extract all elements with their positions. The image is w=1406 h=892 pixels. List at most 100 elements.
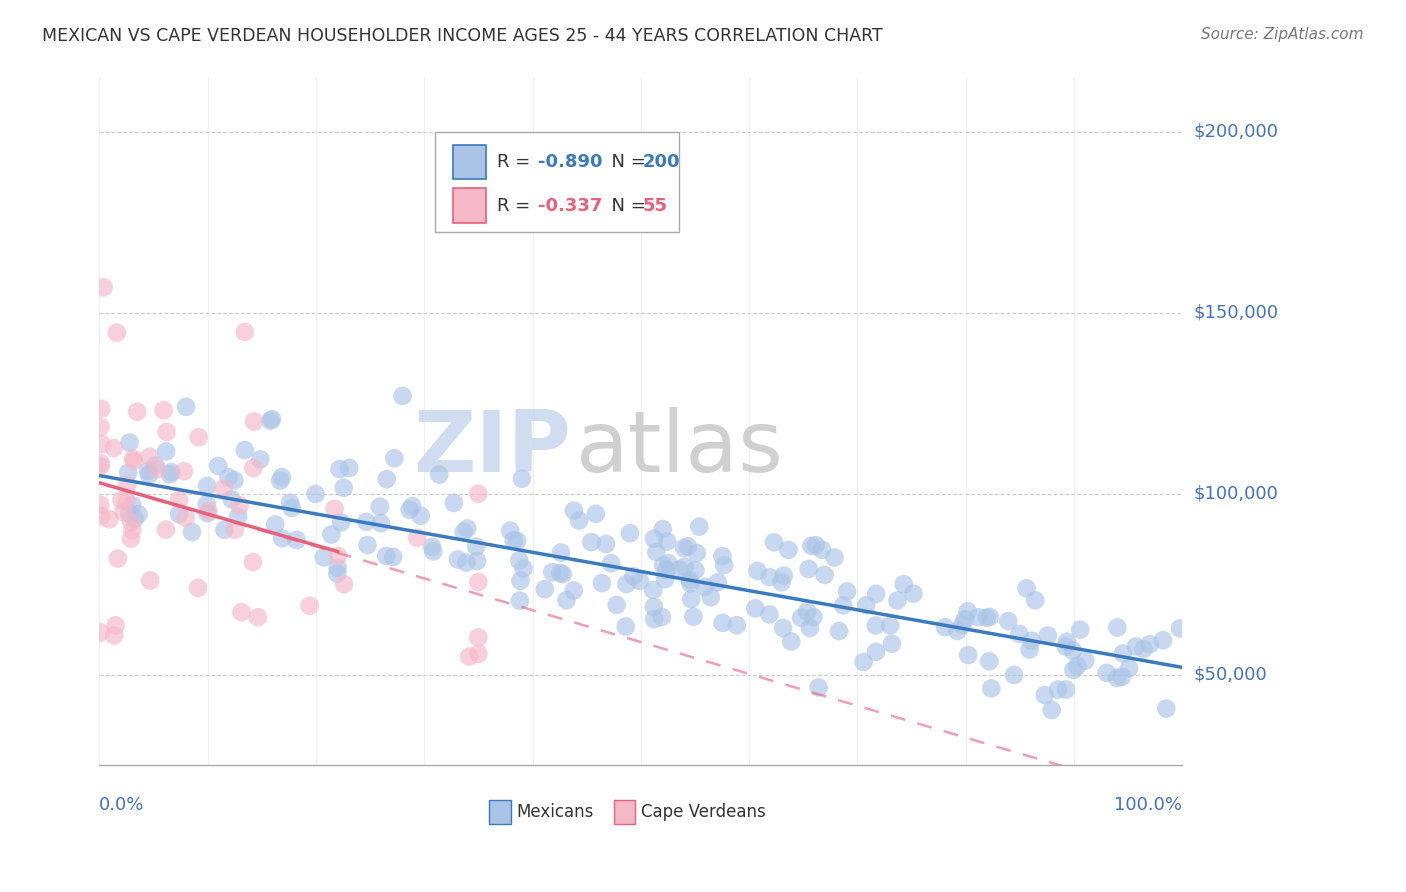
Point xyxy=(879,618,901,632)
Point xyxy=(643,532,665,546)
Point xyxy=(333,577,356,591)
Point xyxy=(865,645,887,659)
Point xyxy=(465,554,488,568)
Point xyxy=(1111,670,1133,684)
Point xyxy=(657,534,679,549)
Text: ZIP: ZIP xyxy=(413,408,571,491)
Point xyxy=(89,625,111,640)
Point xyxy=(1056,634,1078,648)
Point xyxy=(654,572,676,586)
Point xyxy=(221,492,243,507)
Point xyxy=(269,474,291,488)
Point xyxy=(146,462,169,476)
Point xyxy=(242,461,264,475)
Point xyxy=(93,280,115,294)
Point xyxy=(655,563,678,577)
Point xyxy=(467,647,489,661)
Point xyxy=(197,506,219,520)
Point xyxy=(616,577,638,591)
Point xyxy=(614,619,637,633)
Text: -0.337: -0.337 xyxy=(538,196,602,214)
Point xyxy=(688,519,710,533)
Point xyxy=(226,509,249,524)
Point xyxy=(581,535,603,549)
Point xyxy=(127,405,149,419)
Point xyxy=(934,620,956,634)
Text: Cape Verdeans: Cape Verdeans xyxy=(641,803,766,821)
Text: $150,000: $150,000 xyxy=(1194,303,1278,322)
Point xyxy=(326,549,349,563)
Point xyxy=(427,467,450,482)
Point xyxy=(865,618,887,632)
Point xyxy=(136,464,159,478)
FancyBboxPatch shape xyxy=(434,132,679,232)
Point xyxy=(242,555,264,569)
Point xyxy=(1168,622,1191,636)
Point xyxy=(117,466,139,480)
Text: R =: R = xyxy=(496,196,536,214)
Point xyxy=(979,610,1001,624)
Point xyxy=(375,549,398,563)
Point xyxy=(1095,665,1118,680)
Point xyxy=(195,497,218,511)
Point xyxy=(243,415,266,429)
FancyBboxPatch shape xyxy=(489,800,510,823)
Point xyxy=(143,458,166,473)
Point xyxy=(420,540,443,554)
Text: MEXICAN VS CAPE VERDEAN HOUSEHOLDER INCOME AGES 25 - 44 YEARS CORRELATION CHART: MEXICAN VS CAPE VERDEAN HOUSEHOLDER INCO… xyxy=(42,27,883,45)
Point xyxy=(195,479,218,493)
Point xyxy=(278,496,301,510)
Point xyxy=(330,516,353,530)
Point xyxy=(585,507,607,521)
Point xyxy=(453,524,475,539)
Point xyxy=(510,472,533,486)
Point xyxy=(811,542,834,557)
Point xyxy=(368,500,391,514)
Point xyxy=(187,430,209,444)
Point xyxy=(681,592,703,607)
Text: 0.0%: 0.0% xyxy=(100,796,145,814)
Point xyxy=(772,568,794,582)
Point xyxy=(551,567,574,582)
Point xyxy=(270,470,292,484)
Point xyxy=(673,541,696,555)
Point xyxy=(447,552,470,566)
Point xyxy=(976,610,998,624)
Point xyxy=(465,540,488,554)
Point xyxy=(591,576,613,591)
Point xyxy=(643,612,665,626)
Point xyxy=(233,325,256,339)
Point xyxy=(628,574,651,588)
Point xyxy=(533,582,555,596)
Point xyxy=(796,604,818,618)
Point xyxy=(90,509,112,524)
Point xyxy=(797,562,820,576)
Point xyxy=(1139,637,1161,651)
Point xyxy=(502,533,524,548)
Point xyxy=(699,591,721,605)
Point xyxy=(391,389,413,403)
Point xyxy=(814,567,837,582)
Point xyxy=(824,550,846,565)
Point xyxy=(467,575,489,590)
Point xyxy=(118,435,141,450)
Text: Mexicans: Mexicans xyxy=(516,803,593,821)
Point xyxy=(903,587,925,601)
Point xyxy=(228,499,250,513)
Point xyxy=(548,566,571,580)
Point xyxy=(312,550,335,565)
Point xyxy=(105,326,128,340)
Point xyxy=(506,533,529,548)
Point xyxy=(1047,682,1070,697)
Point xyxy=(264,517,287,532)
Point xyxy=(1156,701,1178,715)
Point xyxy=(950,618,973,632)
Point xyxy=(104,618,127,632)
Point xyxy=(1066,659,1088,673)
Point xyxy=(1107,620,1129,634)
Point xyxy=(382,451,405,466)
Point xyxy=(326,560,349,574)
Point xyxy=(747,564,769,578)
Point xyxy=(1062,643,1084,657)
Point xyxy=(980,681,1002,696)
